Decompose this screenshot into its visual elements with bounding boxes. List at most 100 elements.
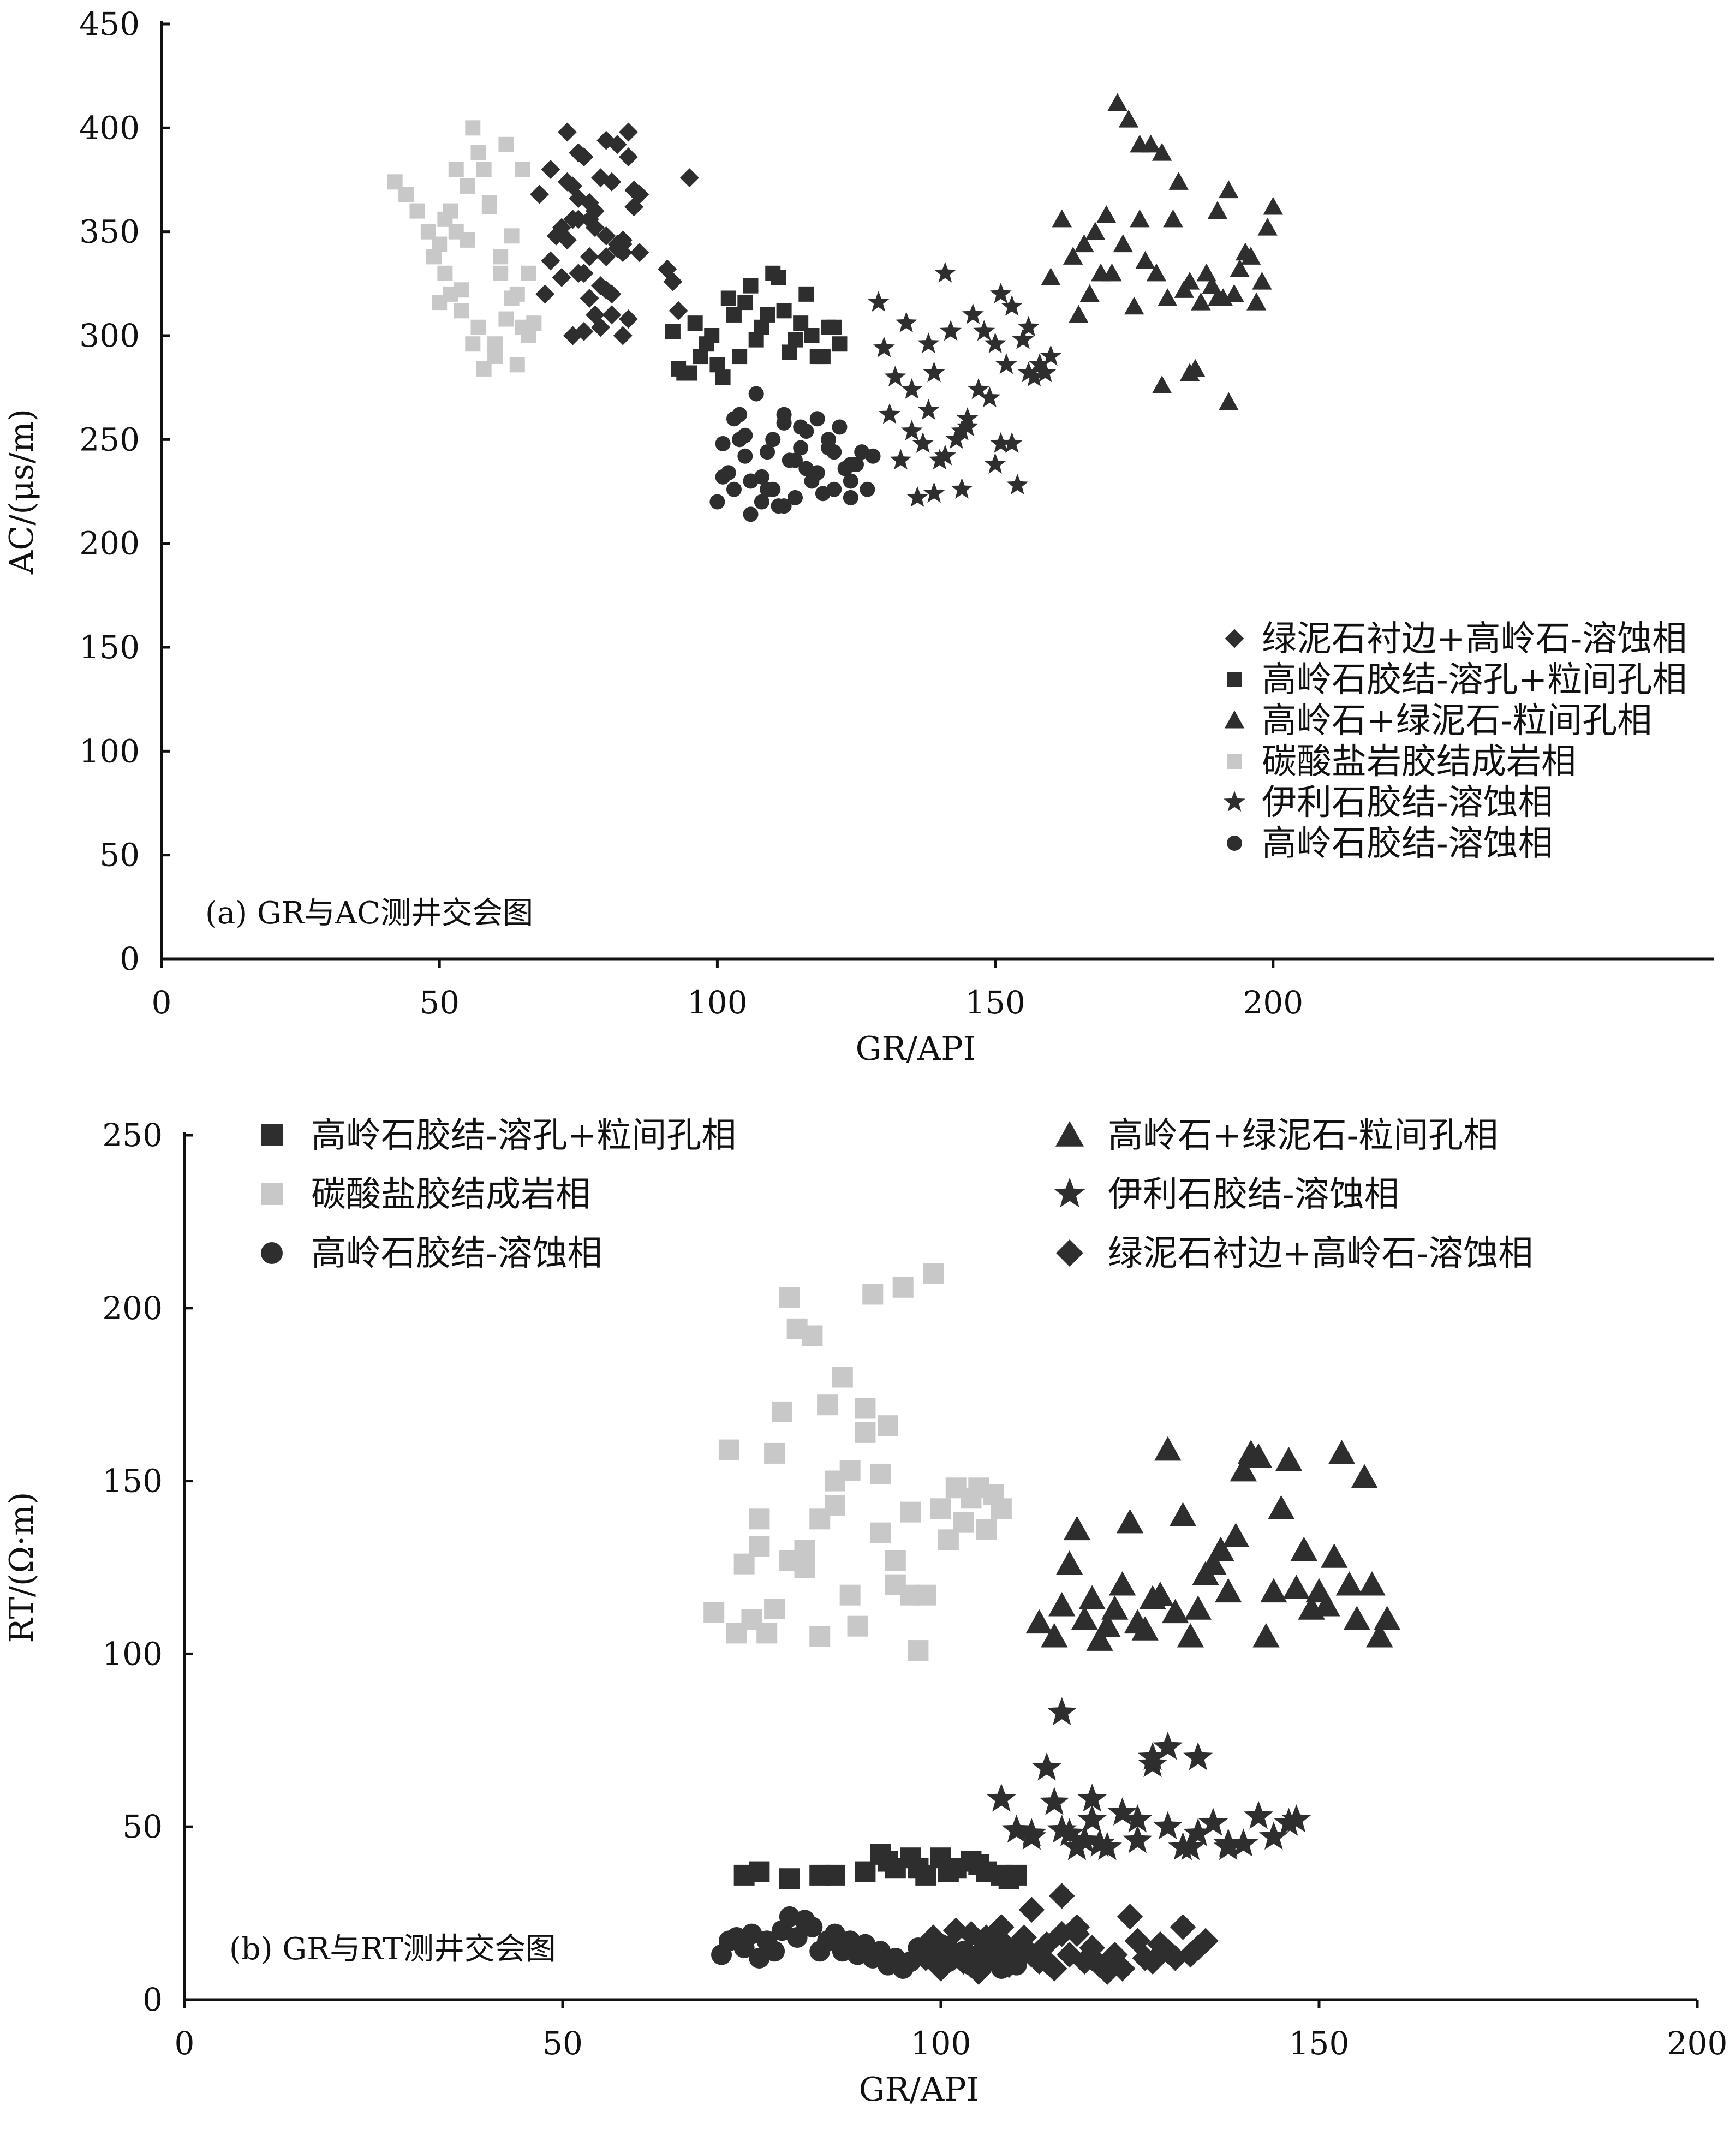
legend-marker bbox=[1227, 754, 1242, 769]
legend-label: 绿泥石衬边+高岭石-溶蚀相 bbox=[1262, 619, 1687, 659]
data-point bbox=[481, 195, 497, 211]
data-point bbox=[1012, 328, 1034, 349]
data-point bbox=[476, 162, 492, 177]
series-kaolinite-pore bbox=[665, 265, 848, 385]
data-point bbox=[1170, 1914, 1196, 1940]
data-point bbox=[776, 498, 792, 514]
data-point bbox=[1168, 172, 1189, 190]
y-tick-label: 250 bbox=[79, 421, 140, 458]
data-point bbox=[1116, 1508, 1144, 1534]
data-point bbox=[923, 1263, 944, 1284]
data-point bbox=[470, 145, 486, 161]
data-point bbox=[574, 321, 594, 341]
x-tick-label: 200 bbox=[1667, 2025, 1728, 2062]
y-axis-title: AC/(μs/m) bbox=[3, 409, 41, 575]
data-point bbox=[613, 326, 633, 345]
data-point bbox=[1109, 1955, 1136, 1982]
data-point bbox=[669, 301, 688, 320]
data-point bbox=[726, 411, 742, 427]
data-point bbox=[1198, 1808, 1228, 1836]
data-point bbox=[798, 461, 814, 476]
data-point bbox=[569, 264, 588, 283]
data-point bbox=[1230, 1457, 1257, 1482]
data-point bbox=[877, 1415, 898, 1436]
series-chlorite-kaolinite-dissolution bbox=[530, 122, 699, 345]
legend: 绿泥石衬边+高岭石-溶蚀相高岭石胶结-溶孔+粒间孔相高岭石+绿泥石-粒间孔相碳酸… bbox=[1224, 619, 1687, 864]
data-point bbox=[779, 1287, 800, 1308]
legend-label: 碳酸盐胶结成岩相 bbox=[311, 1174, 590, 1215]
data-point bbox=[732, 349, 748, 365]
data-point bbox=[1335, 1571, 1363, 1596]
data-point bbox=[900, 420, 923, 441]
data-point bbox=[826, 319, 842, 335]
data-point bbox=[563, 210, 583, 229]
data-point bbox=[541, 251, 560, 271]
data-point bbox=[665, 324, 681, 339]
data-point bbox=[580, 247, 599, 266]
data-point bbox=[1040, 345, 1062, 366]
data-point bbox=[973, 1924, 999, 1951]
data-point bbox=[1025, 1609, 1053, 1634]
data-point bbox=[1282, 1575, 1310, 1599]
data-point bbox=[460, 178, 475, 194]
data-point bbox=[443, 286, 458, 302]
data-point bbox=[1018, 1897, 1045, 1923]
data-point bbox=[530, 184, 550, 204]
legend-marker bbox=[1224, 791, 1245, 812]
data-point bbox=[448, 162, 464, 177]
data-point bbox=[879, 403, 901, 424]
data-point bbox=[504, 290, 520, 306]
data-point bbox=[1207, 201, 1228, 219]
legend-label: 绿泥石衬边+高岭石-溶蚀相 bbox=[1108, 1233, 1533, 1274]
data-point bbox=[1179, 271, 1200, 290]
chart-panel-a: 0 50 100 150 200 0 50 100 150 200 250 300 350 400 450 G… bbox=[3, 5, 1714, 1068]
data-point bbox=[877, 1851, 898, 1872]
data-point bbox=[630, 243, 649, 263]
data-point bbox=[824, 1494, 845, 1516]
data-point bbox=[1213, 1828, 1243, 1857]
data-point bbox=[1071, 1606, 1099, 1630]
data-point bbox=[1228, 1828, 1258, 1857]
data-point bbox=[942, 1917, 969, 1944]
data-point bbox=[1366, 1623, 1393, 1648]
data-point bbox=[1124, 296, 1144, 315]
data-point bbox=[900, 1501, 921, 1523]
data-point bbox=[498, 311, 514, 327]
panel-caption: (b) GR与RT测井交会图 bbox=[229, 1931, 556, 1967]
data-point bbox=[546, 226, 566, 246]
data-point bbox=[934, 444, 956, 466]
legend-label: 高岭石胶结-溶蚀相 bbox=[1262, 824, 1553, 864]
legend-marker bbox=[261, 1183, 283, 1205]
data-point bbox=[679, 168, 699, 188]
data-point bbox=[585, 305, 605, 325]
data-point bbox=[1017, 315, 1040, 337]
data-point bbox=[855, 1861, 876, 1882]
data-point bbox=[804, 328, 820, 343]
x-tick-label: 50 bbox=[542, 2025, 583, 2062]
data-point bbox=[923, 361, 945, 383]
data-point bbox=[1079, 284, 1100, 302]
data-point bbox=[1184, 1595, 1212, 1620]
data-point bbox=[1085, 222, 1106, 240]
data-point bbox=[760, 444, 775, 460]
data-point bbox=[782, 344, 797, 360]
data-point bbox=[618, 309, 638, 329]
data-point bbox=[602, 305, 622, 325]
data-point bbox=[1048, 1591, 1076, 1617]
data-point bbox=[1268, 1495, 1295, 1520]
data-point bbox=[928, 1938, 954, 1965]
data-point bbox=[1047, 1697, 1077, 1726]
data-point bbox=[870, 1463, 891, 1484]
legend-label: 伊利石胶结-溶蚀相 bbox=[1108, 1174, 1399, 1215]
data-point bbox=[793, 440, 809, 456]
series-kaolinite-pore bbox=[733, 1844, 1027, 1889]
data-point bbox=[1154, 1436, 1182, 1461]
y-tick-label: 0 bbox=[120, 940, 140, 977]
data-point bbox=[607, 238, 627, 258]
data-point bbox=[860, 481, 875, 497]
data-point bbox=[1094, 1955, 1120, 1982]
data-point bbox=[928, 449, 951, 470]
data-point bbox=[1023, 366, 1045, 387]
data-point bbox=[843, 473, 858, 489]
